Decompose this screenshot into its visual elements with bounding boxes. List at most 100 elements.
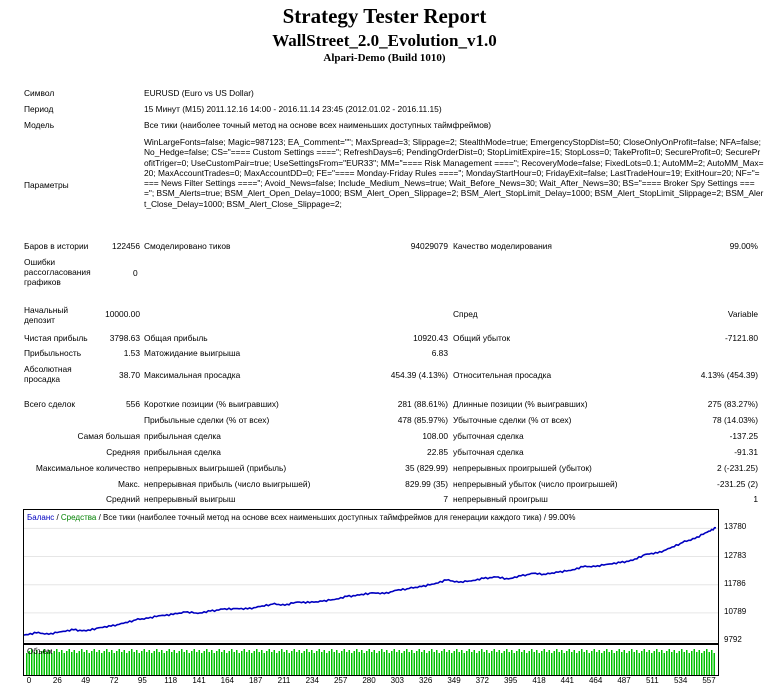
volume-bar (123, 650, 125, 675)
volume-bar (33, 652, 35, 675)
volume-bar (548, 650, 550, 675)
volume-bar (378, 651, 380, 675)
params-label: Параметры (24, 180, 69, 190)
volume-bar (276, 653, 278, 675)
volume-bar (708, 652, 710, 675)
volume-bar (88, 653, 90, 675)
volume-bar (313, 653, 315, 675)
volume-bar (308, 652, 310, 675)
volume-bar (238, 653, 240, 675)
avgcons-losses-value: 1 (753, 494, 758, 504)
x-tick-label: 0 (26, 676, 32, 685)
volume-bar (596, 652, 598, 675)
x-tick-label: 49 (81, 676, 91, 685)
volume-bar (71, 652, 73, 675)
volume-bar (546, 652, 548, 675)
volume-bar (616, 651, 618, 675)
volume-bar (583, 652, 585, 675)
volume-bar (661, 650, 663, 675)
volume-bar (618, 649, 620, 675)
volume-bar (373, 650, 375, 675)
volume-bar (271, 652, 273, 675)
volume-bar (61, 650, 63, 675)
volume-bar (543, 649, 545, 675)
grossloss-label: Общий убыток (453, 333, 511, 343)
maxcons-wins-label: непрерывных выигрышей (прибыль) (144, 463, 287, 473)
x-tick-label: 26 (52, 676, 62, 685)
volume-bar (656, 649, 658, 675)
x-tick-label: 280 (362, 676, 376, 685)
volume-bar (571, 652, 573, 675)
volume-bar (141, 651, 143, 675)
volume-bar (506, 649, 508, 675)
volume-bar (86, 650, 88, 675)
volume-bar (486, 650, 488, 675)
volume-bar (563, 653, 565, 675)
grossprofit-value: 10920.43 (413, 333, 448, 343)
volume-bar (301, 653, 303, 675)
volume-bar (526, 653, 528, 675)
volume-bar (386, 650, 388, 675)
volume-bar (688, 653, 690, 675)
x-tick-label: 372 (475, 676, 490, 685)
maxdd-label: Максимальная просадка (144, 370, 241, 380)
volume-bar (298, 650, 300, 675)
volume-bar (566, 651, 568, 675)
volume-bar (116, 651, 118, 675)
x-tick-label: 234 (305, 676, 320, 685)
largest-loss-value: -137.25 (729, 431, 758, 441)
reldd-label: Относительная просадка (453, 370, 552, 380)
volume-bar (411, 650, 413, 675)
volume-bar (111, 650, 113, 675)
volume-bar (591, 651, 593, 675)
absdd-value: 38.70 (119, 370, 140, 380)
volume-bar (26, 653, 28, 675)
volume-bar (421, 652, 423, 675)
x-tick-label: 441 (560, 676, 575, 685)
chart-legend: Баланс / Средства / Все тики (наиболее т… (27, 513, 575, 522)
legend-balance: Баланс (27, 513, 55, 522)
volume-bar (256, 649, 258, 675)
x-tick-label: 187 (248, 676, 263, 685)
volume-bar (603, 651, 605, 675)
volume-bar (248, 650, 250, 675)
volume-bar (471, 652, 473, 675)
volume-bar (401, 653, 403, 675)
volume-bar (678, 651, 680, 675)
volume-bar (461, 650, 463, 675)
x-tick-label: 211 (277, 676, 291, 685)
volume-bar (538, 653, 540, 675)
profit-trades-label: Прибыльные сделки (% от всех) (144, 415, 270, 425)
maxcons-profit-value: 829.99 (35) (405, 479, 448, 489)
volume-bar (553, 651, 555, 675)
x-tick-label: 95 (137, 676, 147, 685)
volume-bar (611, 650, 613, 675)
volume-bar (206, 649, 208, 675)
volume-bar (696, 652, 698, 675)
volume-bar (366, 651, 368, 675)
deposit-value: 10000.00 (105, 309, 140, 319)
model-label: Модель (24, 120, 55, 130)
volume-bar (131, 649, 133, 675)
volume-bar (178, 651, 180, 675)
netprofit-label: Чистая прибыль (24, 333, 88, 343)
volume-bar (633, 652, 635, 675)
volume-bar (513, 653, 515, 675)
volume-bar (593, 649, 595, 675)
profit-trades-value: 478 (85.97%) (397, 415, 448, 425)
volume-bar (558, 652, 560, 675)
volume-bar (601, 653, 603, 675)
period-label: Период (24, 104, 54, 114)
volume-bar (498, 650, 500, 675)
volume-bar (536, 650, 538, 675)
volume-bar (431, 649, 433, 675)
volume-bar (336, 650, 338, 675)
volume-bar (381, 649, 383, 675)
volume-bar (361, 650, 363, 675)
volume-bar (221, 652, 223, 675)
volume-bar (138, 653, 140, 675)
errors-label: Ошибки рассогласования графиков (24, 257, 91, 287)
model-value: Все тики (наиболее точный метод на основ… (144, 120, 492, 130)
volume-bar (518, 649, 520, 675)
volume-bar (353, 651, 355, 675)
